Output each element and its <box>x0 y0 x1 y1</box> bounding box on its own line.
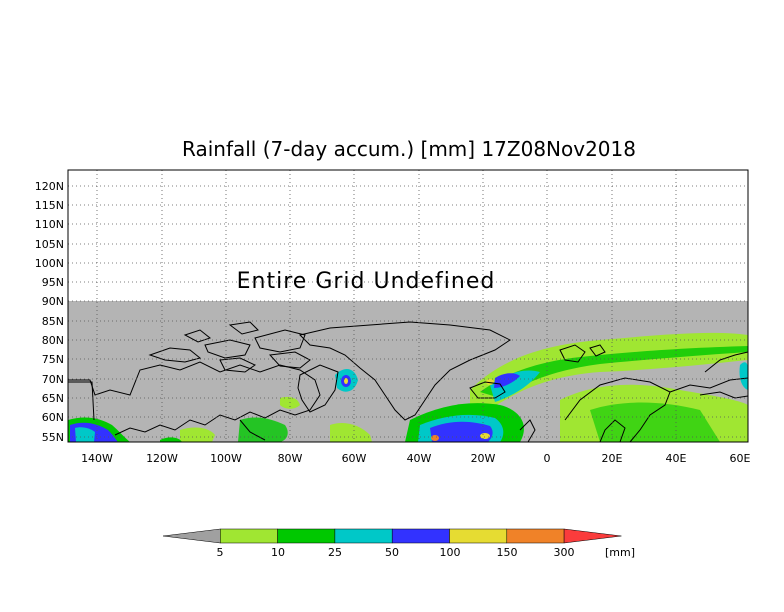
colorbar-labels: 5 10 25 50 100 150 300 [mm] <box>217 546 636 559</box>
lon-label: 60E <box>730 452 751 465</box>
lat-label: 110N <box>35 218 64 231</box>
colorbar-label: 10 <box>271 546 285 559</box>
colorbar-segment <box>563 528 622 544</box>
colorbar-label: 25 <box>328 546 342 559</box>
colorbar-segment <box>391 528 450 544</box>
colorbar-label: 300 <box>554 546 575 559</box>
lon-label: 20W <box>471 452 496 465</box>
colorbar-label: 150 <box>497 546 518 559</box>
colorbar-label: 5 <box>217 546 224 559</box>
lat-label: 85N <box>42 315 64 328</box>
lat-label: 65N <box>42 392 64 405</box>
lon-label: 20E <box>602 452 623 465</box>
lon-label: 120W <box>146 452 178 465</box>
colorbar-segment <box>334 528 393 544</box>
lat-label: 100N <box>35 257 64 270</box>
lat-label: 115N <box>35 199 64 212</box>
lat-label: 70N <box>42 373 64 386</box>
colorbar-segment <box>220 528 278 544</box>
lat-label: 95N <box>42 276 64 289</box>
lat-label: 80N <box>42 334 64 347</box>
lon-label: 40E <box>666 452 687 465</box>
lon-label: 140W <box>81 452 113 465</box>
lon-label: 40W <box>407 452 432 465</box>
colorbar-unit: [mm] <box>605 546 635 559</box>
lat-label: 120N <box>35 180 64 193</box>
lat-axis: 120N 115N 110N 105N 100N 95N 90N 85N 80N… <box>35 180 64 444</box>
map-title: Rainfall (7-day accum.) [mm] 17Z08Nov201… <box>182 137 636 161</box>
coastlines <box>68 321 749 443</box>
colorbar <box>162 528 622 544</box>
colorbar-segment <box>277 528 336 544</box>
colorbar-label: 50 <box>385 546 399 559</box>
map-frame <box>67 169 749 443</box>
lon-label: 0 <box>544 452 551 465</box>
lat-label: 90N <box>42 295 64 308</box>
undefined-label: Entire Grid Undefined <box>237 269 496 294</box>
lat-label: 75N <box>42 353 64 366</box>
lon-label: 100W <box>210 452 242 465</box>
lat-label: 55N <box>42 431 64 444</box>
colorbar-segment <box>449 528 508 544</box>
lat-label: 60N <box>42 411 64 424</box>
lon-axis: 140W 120W 100W 80W 60W 40W 20W 0 20E 40E… <box>81 452 750 465</box>
colorbar-segment <box>162 528 221 544</box>
lat-label: 105N <box>35 238 64 251</box>
colorbar-segment <box>506 528 565 544</box>
lon-label: 80W <box>278 452 303 465</box>
colorbar-label: 100 <box>440 546 461 559</box>
lon-label: 60W <box>342 452 367 465</box>
gridlines <box>68 170 748 442</box>
